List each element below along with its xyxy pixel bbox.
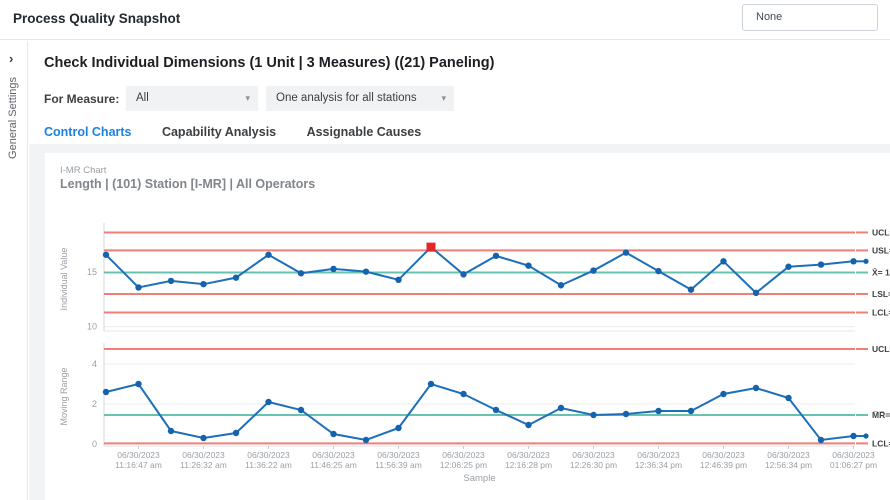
- tab-capability-analysis[interactable]: Capability Analysis: [161, 125, 277, 139]
- analysis-dropdown[interactable]: One analysis for all stations ▾: [266, 86, 454, 111]
- svg-text:X̄= 14: X̄= 14: [872, 268, 890, 278]
- tab-bar: Control Charts Capability Analysis Assig…: [44, 123, 447, 148]
- app-header: Process Quality Snapshot None: [0, 0, 890, 40]
- svg-text:Individual Value: Individual Value: [59, 248, 69, 311]
- svg-text:Moving Range: Moving Range: [59, 367, 69, 425]
- chart-type-label: I-MR Chart: [60, 165, 107, 176]
- svg-text:USL=: USL=: [872, 245, 890, 255]
- svg-text:4: 4: [92, 359, 97, 369]
- main-content: Check Individual Dimensions (1 Unit | 3 …: [29, 41, 890, 500]
- chevron-down-icon: ▾: [441, 93, 446, 103]
- app-title: Process Quality Snapshot: [13, 11, 181, 26]
- content-background: I-MR Chart Length | (101) Station [I-MR]…: [29, 144, 890, 500]
- svg-text:M̅R̅= 1: M̅R̅= 1: [872, 410, 890, 420]
- general-settings-sidebar: › General Settings: [0, 41, 28, 500]
- header-selector[interactable]: None: [742, 4, 878, 31]
- chevron-down-icon: ▾: [245, 93, 250, 103]
- svg-text:Sample: Sample: [463, 473, 495, 484]
- measure-dropdown[interactable]: All ▾: [126, 86, 258, 111]
- svg-text:0: 0: [92, 439, 97, 449]
- chart-title: Length | (101) Station [I-MR] | All Oper…: [60, 177, 316, 191]
- chart-card: I-MR Chart Length | (101) Station [I-MR]…: [45, 153, 890, 500]
- imr-control-chart: 15 10 UCL= USL= X̄= 14 LSL= LCL= Individual Val…: [59, 223, 890, 484]
- svg-text:15: 15: [87, 267, 97, 277]
- svg-text:UCL=: UCL=: [872, 227, 890, 237]
- svg-text:LCL=: LCL=: [872, 438, 890, 448]
- measure-dropdown-value: All: [136, 92, 149, 104]
- tab-assignable-causes[interactable]: Assignable Causes: [306, 125, 422, 139]
- analysis-dropdown-value: One analysis for all stations: [276, 92, 417, 104]
- svg-text:2: 2: [92, 399, 97, 409]
- page-title: Check Individual Dimensions (1 Unit | 3 …: [44, 55, 495, 71]
- for-measure-label: For Measure:: [44, 92, 120, 106]
- sidebar-expand-chevron-icon[interactable]: ›: [9, 51, 14, 66]
- svg-text:LSL=: LSL=: [872, 289, 890, 299]
- svg-text:UCL=: UCL=: [872, 344, 890, 354]
- sidebar-title: General Settings: [7, 77, 19, 159]
- svg-text:LCL=: LCL=: [872, 307, 890, 317]
- svg-text:10: 10: [87, 322, 97, 332]
